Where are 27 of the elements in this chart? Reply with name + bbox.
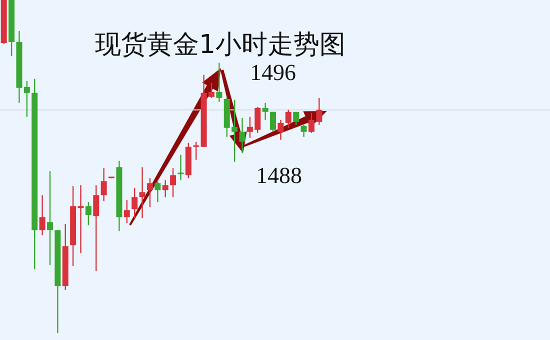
candlestick	[216, 62, 222, 102]
candlestick	[262, 102, 268, 120]
candlestick	[239, 117, 246, 154]
candlestick	[178, 154, 184, 181]
candlestick	[170, 168, 176, 198]
annotation: 1488	[256, 163, 302, 189]
candlestick	[162, 180, 168, 198]
candlestick	[78, 184, 84, 254]
text: 现货黄金1小时走势图	[95, 29, 346, 62]
candlestick	[100, 168, 107, 202]
candlestick	[300, 124, 307, 138]
candlestick	[132, 188, 138, 219]
candlestick	[193, 141, 200, 160]
candlestick	[46, 170, 53, 266]
candlestick	[293, 111, 300, 126]
candlestick	[85, 202, 92, 226]
annotation: 1496	[250, 60, 296, 86]
candlestick	[139, 166, 146, 219]
candlestick	[93, 184, 100, 272]
candlestick	[278, 119, 284, 140]
candlestick	[285, 109, 292, 128]
candlestick	[24, 80, 30, 118]
candlestick	[154, 180, 161, 203]
candlestick	[39, 194, 46, 236]
candlestick	[124, 200, 130, 224]
candlestick	[146, 178, 153, 208]
candlestick	[270, 111, 276, 132]
